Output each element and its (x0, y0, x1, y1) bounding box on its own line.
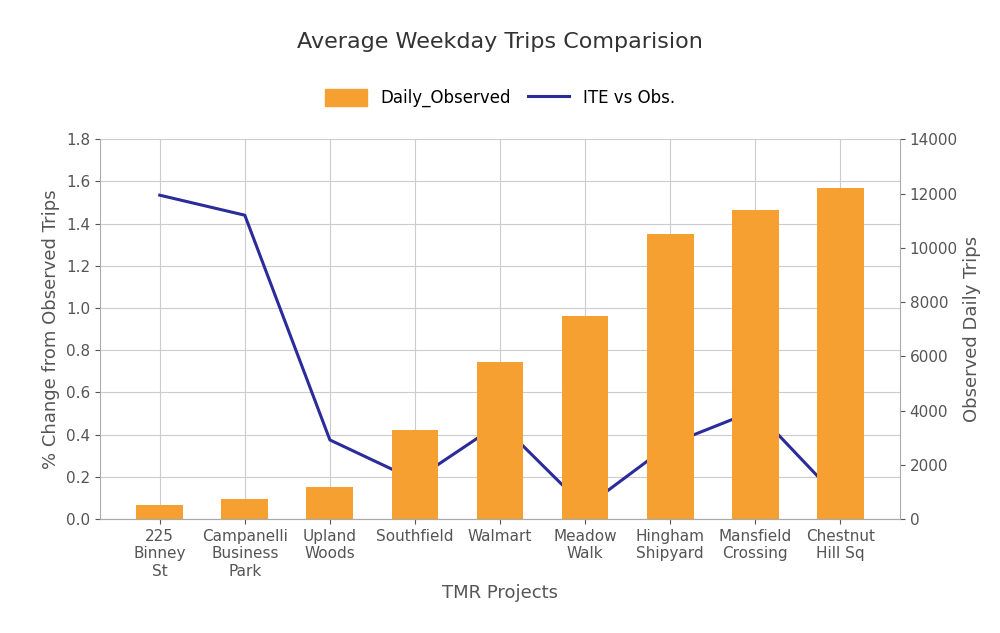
X-axis label: TMR Projects: TMR Projects (442, 584, 558, 602)
Y-axis label: Observed Daily Trips: Observed Daily Trips (963, 236, 981, 422)
Text: Average Weekday Trips Comparision: Average Weekday Trips Comparision (297, 32, 703, 52)
Bar (392, 430, 438, 519)
Bar (306, 487, 353, 519)
Bar (647, 234, 694, 519)
Legend: Daily_Observed, ITE vs Obs.: Daily_Observed, ITE vs Obs. (319, 82, 681, 114)
Bar (732, 210, 779, 519)
Bar (221, 499, 268, 519)
Bar (562, 316, 608, 519)
Bar (817, 188, 864, 519)
Y-axis label: % Change from Observed Trips: % Change from Observed Trips (42, 189, 60, 469)
Bar (136, 506, 183, 519)
Bar (477, 361, 523, 519)
